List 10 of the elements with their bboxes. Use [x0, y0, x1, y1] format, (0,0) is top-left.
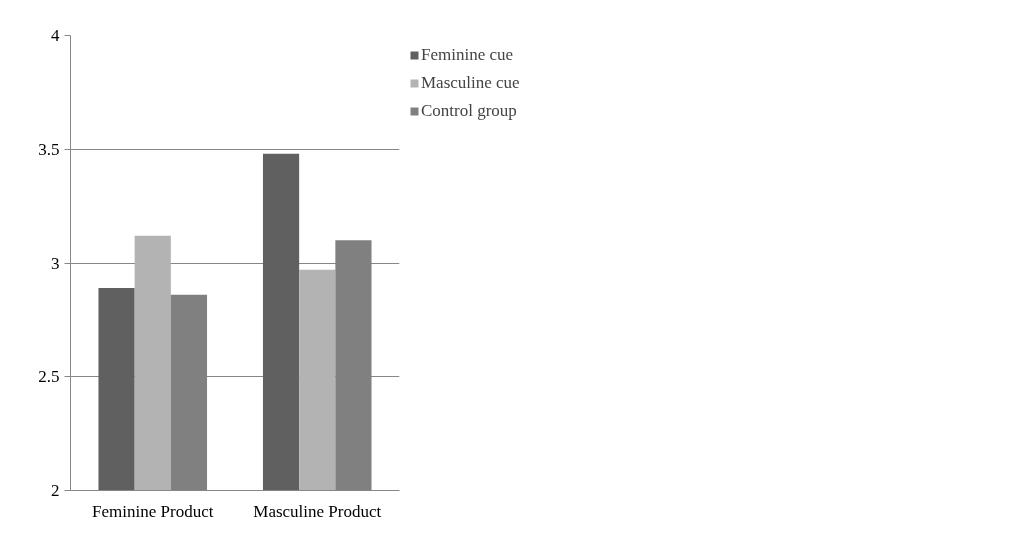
x-tick-label: Masculine Product [253, 501, 382, 521]
y-tick-label: 3.5 [38, 139, 60, 159]
y-tick-label: 2 [51, 481, 60, 500]
x-tick-label: Feminine Product [92, 501, 214, 521]
y-tick-label: 2.5 [38, 367, 60, 387]
y-tick-label: 4 [51, 26, 60, 45]
legend-label: Control group [421, 101, 517, 121]
legend-label: Feminine cue [421, 45, 514, 65]
legend-label: Masculine cue [421, 73, 520, 93]
y-tick-label: 3 [51, 253, 60, 273]
